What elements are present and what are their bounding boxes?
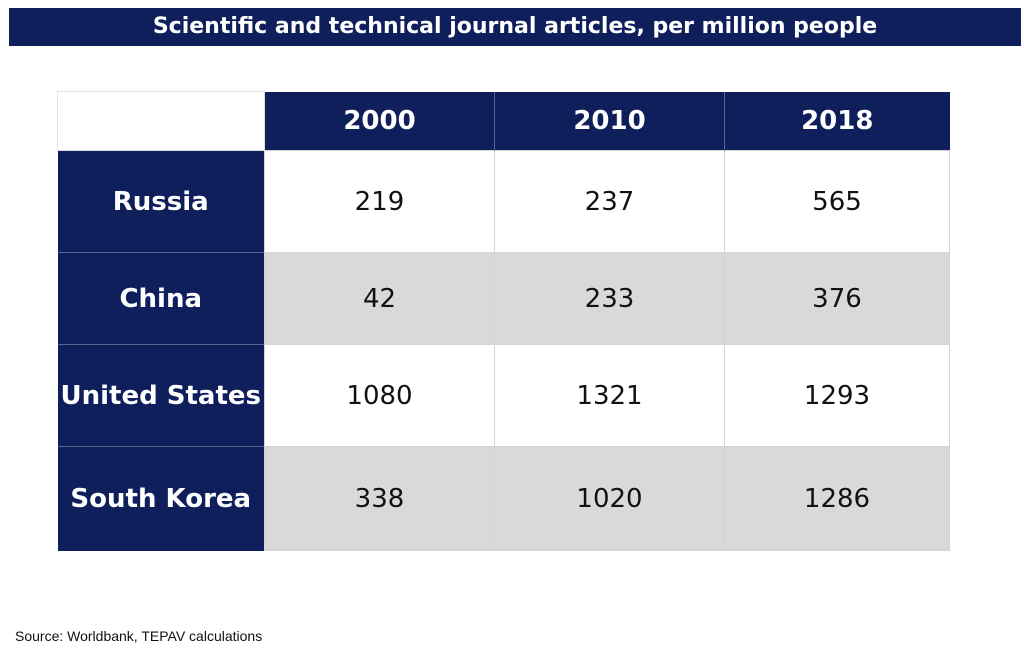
table-row-south-korea: South Korea 338 1020 1286 [57, 446, 950, 551]
row-label-united-states: United States [57, 344, 265, 447]
value-cell-china-2000: 42 [264, 252, 495, 345]
value-cell-south-korea-2000: 338 [264, 446, 495, 551]
table-row-china: China 42 233 376 [57, 252, 950, 345]
value-cell-south-korea-2010: 1020 [494, 446, 725, 551]
column-header-2000: 2000 [264, 91, 495, 151]
value-cell-china-2010: 233 [494, 252, 725, 345]
row-label-south-korea: South Korea [57, 446, 265, 551]
column-header-2010: 2010 [494, 91, 725, 151]
data-table: 2000 2010 2018 Russia 219 237 565 China … [57, 91, 950, 551]
value-cell-united-states-2000: 1080 [264, 344, 495, 447]
value-cell-russia-2010: 237 [494, 150, 725, 253]
source-note: Source: Worldbank, TEPAV calculations [15, 628, 263, 644]
value-cell-russia-2018: 565 [724, 150, 950, 253]
value-cell-united-states-2018: 1293 [724, 344, 950, 447]
table-row-russia: Russia 219 237 565 [57, 150, 950, 253]
value-cell-south-korea-2018: 1286 [724, 446, 950, 551]
header-row: 2000 2010 2018 [57, 91, 950, 151]
value-cell-russia-2000: 219 [264, 150, 495, 253]
corner-cell [57, 91, 265, 151]
column-header-2018: 2018 [724, 91, 950, 151]
chart-title: Scientific and technical journal article… [9, 8, 1021, 46]
value-cell-united-states-2010: 1321 [494, 344, 725, 447]
table-row-united-states: United States 1080 1321 1293 [57, 344, 950, 447]
row-label-russia: Russia [57, 150, 265, 253]
value-cell-china-2018: 376 [724, 252, 950, 345]
row-label-china: China [57, 252, 265, 345]
